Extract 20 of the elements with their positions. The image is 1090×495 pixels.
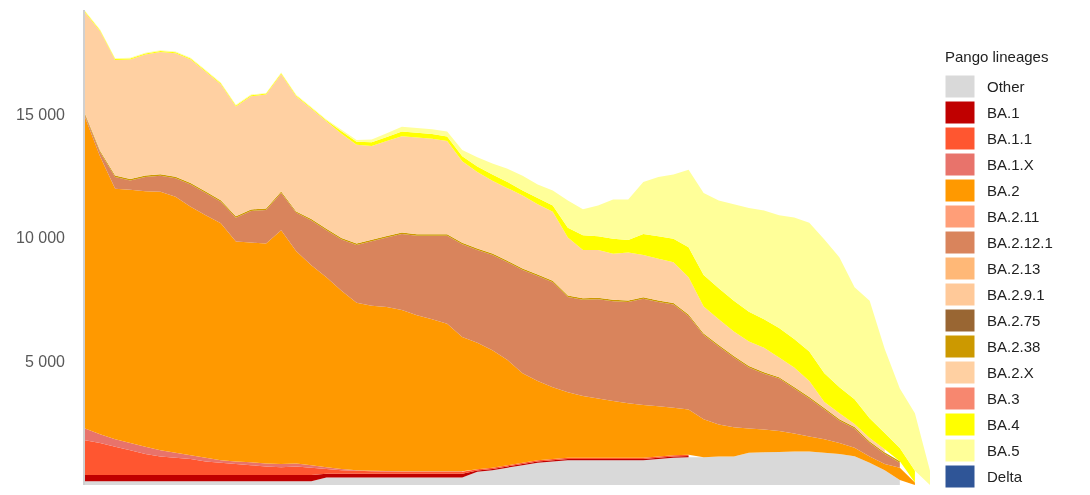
legend-label: BA.1 bbox=[987, 104, 1020, 122]
legend-label: Other bbox=[987, 78, 1025, 96]
legend-label: BA.2.12.1 bbox=[987, 234, 1053, 252]
legend-label: BA.2.38 bbox=[987, 338, 1041, 356]
legend-label: Delta bbox=[987, 468, 1023, 486]
legend-title: Pango lineages bbox=[945, 48, 1049, 65]
y-tick-label: 10 000 bbox=[16, 229, 66, 247]
legend-label: BA.2.11 bbox=[987, 208, 1040, 226]
legend-label: BA.2.9.1 bbox=[987, 286, 1045, 304]
legend-label: BA.2.13 bbox=[987, 260, 1041, 278]
legend-label: BA.1.1 bbox=[987, 130, 1033, 148]
y-tick-label: 5 000 bbox=[24, 352, 66, 370]
legend-label: BA.3 bbox=[987, 390, 1020, 408]
y-tick-label: 15 000 bbox=[16, 105, 66, 123]
legend-label: BA.4 bbox=[987, 416, 1020, 434]
legend-label: BA.2 bbox=[987, 182, 1020, 200]
legend-label: BA.1.X bbox=[987, 156, 1034, 174]
legend-label: BA.2.X bbox=[987, 364, 1034, 382]
legend-label: BA.5 bbox=[987, 442, 1020, 460]
legend-label: BA.2.75 bbox=[987, 312, 1041, 330]
